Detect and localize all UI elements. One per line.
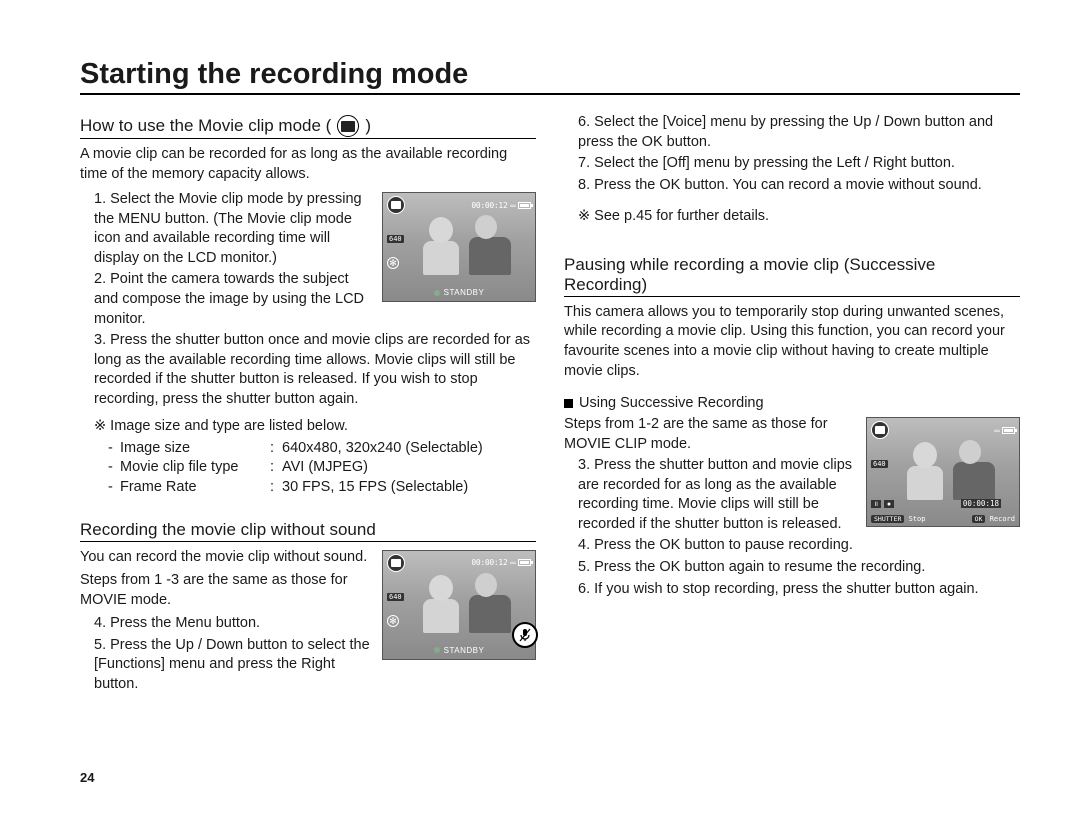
pause-icon: ॥ xyxy=(871,500,881,508)
settings-icon xyxy=(387,257,399,269)
lcd-screenshot-2: 00:00:12 ▭ 640 STANDBY xyxy=(382,550,536,660)
microphone-off-icon xyxy=(512,622,538,648)
page-number: 24 xyxy=(80,770,94,785)
step: 8. Press the OK button. You can record a… xyxy=(578,176,1020,196)
record-label: Record xyxy=(990,515,1015,523)
spec-label: Image size xyxy=(120,439,270,459)
settings-icon xyxy=(387,615,399,627)
specs-note: ※ Image size and type are listed below. xyxy=(80,417,536,437)
square-bullet-icon xyxy=(564,399,573,408)
lcd1-size: 640 xyxy=(387,235,404,243)
movie-mode-icon xyxy=(387,196,405,214)
memory-card-icon: ▭ xyxy=(510,201,515,210)
step: 3. Press the shutter button once and mov… xyxy=(94,331,536,409)
lcd2-counter: 00:00:12 xyxy=(471,558,507,567)
section1-heading: How to use the Movie clip mode ( xyxy=(80,116,331,136)
section-successive-recording: Pausing while recording a movie clip (Su… xyxy=(564,255,1020,297)
section3-heading: Pausing while recording a movie clip (Su… xyxy=(564,255,1020,295)
section1-heading-close: ) xyxy=(365,116,371,136)
section-how-to-use-movie-clip: How to use the Movie clip mode ( ) xyxy=(80,115,536,139)
page-title: Starting the recording mode xyxy=(80,58,1020,95)
movie-mode-icon xyxy=(871,421,889,439)
record-icon: ● xyxy=(884,500,894,508)
sub-heading-successive: Using Successive Recording xyxy=(564,395,1020,411)
movie-mode-icon xyxy=(387,554,405,572)
step: 5. Press the OK button again to resume t… xyxy=(578,558,1020,578)
lcd3-size: 640 xyxy=(871,460,888,468)
lcd-screenshot-1: 00:00:12 ▭ 640 STANDBY xyxy=(382,192,536,302)
stop-label: Stop xyxy=(909,515,926,523)
section2-heading: Recording the movie clip without sound xyxy=(80,520,376,540)
right-column: 6. Select the [Voice] menu by pressing t… xyxy=(564,113,1020,697)
lcd2-size: 640 xyxy=(387,593,404,601)
spec-value: 30 FPS, 15 FPS (Selectable) xyxy=(282,478,468,498)
continued-steps: 6. Select the [Voice] menu by pressing t… xyxy=(564,113,1020,195)
lcd3-timecode: 00:00:18 xyxy=(961,499,1001,508)
spec-label: Movie clip file type xyxy=(120,458,270,478)
see-note: ※ See p.45 for further details. xyxy=(564,207,1020,227)
step: 7. Select the [Off] menu by pressing the… xyxy=(578,154,1020,174)
memory-card-icon: ▭ xyxy=(510,558,515,567)
lcd1-status: STANDBY xyxy=(444,288,485,297)
step: 4. Press the OK button to pause recordin… xyxy=(578,536,1020,556)
memory-card-icon: ▭ xyxy=(994,426,999,435)
section1-intro: A movie clip can be recorded for as long… xyxy=(80,145,536,184)
lcd-screenshot-3: ▭ 640 ॥ ● 00:00:18 SHUTTER Stop OK Recor… xyxy=(866,417,1020,527)
lcd2-status: STANDBY xyxy=(444,646,485,655)
sub-heading-text: Using Successive Recording xyxy=(579,395,764,411)
lcd1-counter: 00:00:12 xyxy=(471,201,507,210)
battery-icon xyxy=(1002,427,1015,434)
left-column: How to use the Movie clip mode ( ) A mov… xyxy=(80,113,536,697)
standby-dot-icon xyxy=(434,647,440,653)
battery-icon xyxy=(518,559,531,566)
step: 6. If you wish to stop recording, press … xyxy=(578,580,1020,600)
spec-label: Frame Rate xyxy=(120,478,270,498)
shutter-key-label: SHUTTER xyxy=(871,515,904,523)
section3-intro: This camera allows you to temporarily st… xyxy=(564,303,1020,381)
standby-dot-icon xyxy=(434,290,440,296)
movie-clip-mode-icon xyxy=(337,115,359,137)
spec-value: AVI (MJPEG) xyxy=(282,458,368,478)
section-recording-without-sound: Recording the movie clip without sound xyxy=(80,520,536,542)
ok-key-label: OK xyxy=(972,515,986,523)
specs-list: -Image size:640x480, 320x240 (Selectable… xyxy=(80,439,536,498)
step: 6. Select the [Voice] menu by pressing t… xyxy=(578,113,1020,152)
spec-value: 640x480, 320x240 (Selectable) xyxy=(282,439,483,459)
battery-icon xyxy=(518,202,531,209)
